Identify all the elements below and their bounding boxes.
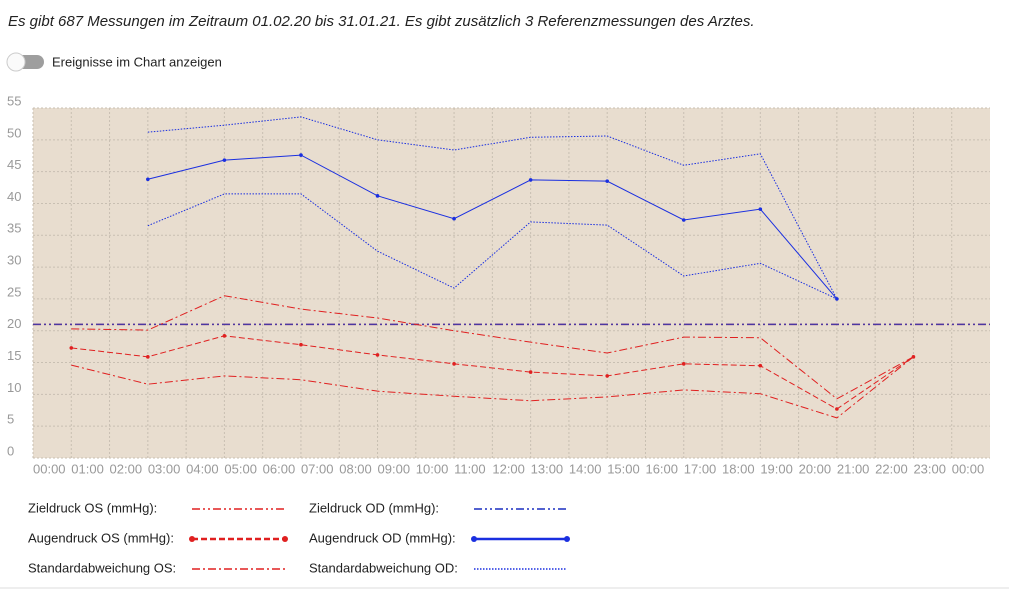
legend-label: Zieldruck OS (mmHg): — [28, 500, 157, 515]
x-tick-label: 14:00 — [569, 461, 602, 476]
legend-marker — [282, 536, 288, 542]
x-tick-label: 00:00 — [33, 461, 66, 476]
x-tick-label: 04:00 — [186, 461, 219, 476]
point — [146, 355, 150, 359]
point — [222, 334, 227, 338]
point — [681, 218, 686, 222]
y-tick-label: 35 — [7, 221, 21, 236]
x-tick-label: 01:00 — [71, 461, 104, 476]
x-tick-label: 06:00 — [263, 461, 296, 476]
point — [528, 178, 533, 182]
x-tick-label: 17:00 — [684, 461, 717, 476]
x-tick-label: 23:00 — [913, 461, 946, 476]
point — [375, 353, 380, 357]
point — [299, 153, 303, 157]
y-tick-label: 15 — [7, 348, 21, 363]
x-tick-label: 16:00 — [645, 461, 678, 476]
x-tick-label: 22:00 — [875, 461, 908, 476]
x-tick-label: 12:00 — [492, 461, 525, 476]
y-tick-label: 20 — [7, 316, 21, 331]
toggle-knob[interactable] — [6, 52, 26, 72]
point — [835, 297, 839, 301]
x-tick-label: 05:00 — [224, 461, 257, 476]
point — [452, 362, 456, 366]
x-tick-label: 19:00 — [760, 461, 793, 476]
y-tick-label: 55 — [7, 93, 21, 108]
point — [452, 216, 456, 221]
legend-marker — [564, 536, 570, 542]
toggle[interactable] — [6, 52, 44, 72]
point — [299, 342, 303, 347]
legend-marker — [189, 536, 195, 542]
line — [71, 295, 914, 400]
x-tick-label: 10:00 — [416, 461, 449, 476]
line — [147, 116, 838, 300]
x-tick-label: 08:00 — [339, 461, 372, 476]
legend-label: Augendruck OD (mmHg): — [309, 530, 456, 545]
x-tick-label: 03:00 — [148, 461, 181, 476]
point — [835, 407, 839, 411]
x-tick-label: 02:00 — [110, 461, 143, 476]
line — [71, 356, 914, 419]
y-tick-label: 45 — [7, 157, 21, 172]
legend-label: Standardabweichung OD: — [309, 560, 458, 575]
x-tick-label: 13:00 — [531, 461, 564, 476]
point — [146, 177, 150, 182]
x-tick-label: 09:00 — [378, 461, 411, 476]
line — [71, 335, 914, 410]
point — [605, 374, 609, 378]
x-tick-label: 21:00 — [837, 461, 870, 476]
y-tick-label: 10 — [7, 380, 21, 395]
x-tick-label: 15:00 — [607, 461, 640, 476]
y-tick-label: 5 — [7, 412, 14, 427]
plot-area — [33, 108, 990, 458]
legend-label: Standardabweichung OS: — [28, 560, 176, 575]
x-tick-label: 20:00 — [799, 461, 832, 476]
x-tick-label: 00:00 — [952, 461, 985, 476]
y-tick-label: 50 — [7, 125, 21, 140]
x-tick-label: 18:00 — [722, 461, 755, 476]
point — [605, 179, 609, 183]
legend-label: Augendruck OS (mmHg): — [28, 530, 174, 545]
point — [69, 346, 74, 350]
point — [528, 370, 533, 374]
x-tick-label: 07:00 — [301, 461, 334, 476]
y-tick-label: 25 — [7, 284, 21, 299]
y-tick-label: 40 — [7, 189, 21, 204]
legend-label: Zieldruck OD (mmHg): — [309, 500, 439, 515]
x-tick-label: 11:00 — [454, 461, 486, 476]
y-tick-label: 30 — [7, 253, 21, 268]
toggle-label: Ereignisse im Chart anzeigen — [52, 54, 222, 69]
header-title: Es gibt 687 Messungen im Zeitraum 01.02.… — [8, 13, 755, 30]
legend-marker — [471, 536, 477, 542]
point — [222, 158, 227, 162]
line — [147, 154, 838, 300]
point — [758, 207, 763, 211]
line — [147, 193, 838, 300]
y-tick-label: 0 — [7, 443, 14, 458]
point — [681, 362, 686, 366]
point — [375, 194, 380, 198]
point — [758, 363, 763, 368]
